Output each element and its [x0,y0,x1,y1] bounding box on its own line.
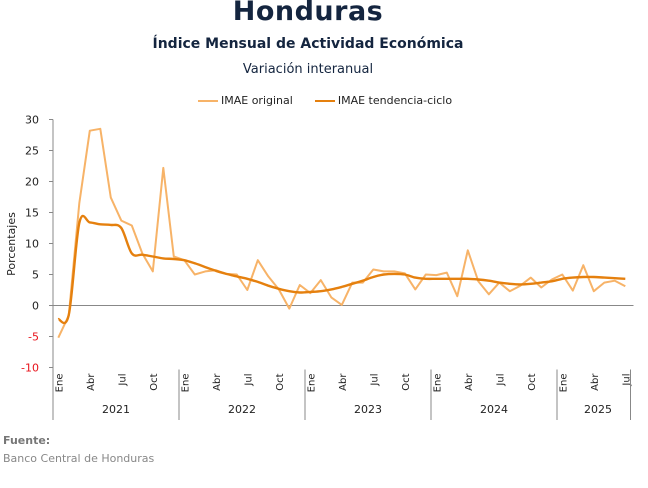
source-text: Banco Central de Honduras [3,452,155,465]
y-tick-label: 5 [32,269,39,282]
x-month-label: Ene [54,374,65,393]
series-line-tendencia-ciclo [57,214,626,325]
x-month-label: Oct [401,373,412,390]
x-month-label: Abr [590,373,601,391]
y-tick-label: 0 [32,300,39,313]
source-label: Fuente: [3,434,51,447]
legend-item-original: IMAE original [198,94,293,107]
x-month-label: Oct [527,373,538,390]
x-month-label: Abr [338,373,349,391]
line-chart: 30 25 20 15 10 5 0 -5 -10 Ene Abr Jul Oct 2021 Ene Abr… [5,114,634,420]
y-tick-label: 10 [25,238,39,251]
y-tick-label: 15 [25,207,39,220]
x-month-label: Oct [149,373,160,390]
x-month-label: Ene [558,374,569,393]
y-axis: 30 25 20 15 10 5 0 -5 -10 [21,114,54,375]
x-month-label: Jul [243,374,254,387]
x-month-label: Abr [86,373,97,391]
legend-swatch-trend [314,99,335,102]
chart-legend: IMAE original IMAE tendencia-ciclo [198,94,474,107]
x-month-label: Jul [621,374,632,387]
x-axis: Ene Abr Jul Oct 2021 Ene Abr Jul Oct 2022 Ene Abr Ju… [52,305,634,420]
x-month-label: Ene [180,374,191,393]
legend-label-trend: IMAE tendencia-ciclo [337,94,453,107]
y-tick-label: 30 [25,114,39,127]
page-title: Honduras [232,0,384,27]
x-month-label: Jul [117,374,128,387]
chart-subtitle-2: Variación interanual [242,62,374,77]
x-month-label: Abr [464,373,475,391]
y-tick-label: -5 [28,331,39,344]
y-tick-label: -10 [21,362,39,375]
x-month-label: Oct [275,373,286,390]
y-axis-label: Porcentajes [5,212,18,276]
x-month-label: Ene [432,374,443,393]
x-month-label: Abr [212,373,223,391]
legend-label-original: IMAE original [221,94,293,107]
legend-item-trend: IMAE tendencia-ciclo [314,94,453,107]
legend-swatch-original [198,99,218,102]
chart-series [57,127,626,339]
x-year-label: 2021 [102,403,130,416]
y-tick-label: 20 [25,176,39,189]
x-year-label: 2024 [480,403,508,416]
x-month-label: Jul [369,374,380,387]
y-tick-label: 25 [25,145,39,158]
x-year-label: 2023 [354,403,382,416]
x-year-label: 2025 [584,403,612,416]
series-line-original [57,127,626,339]
x-month-label: Ene [306,374,317,393]
chart-subtitle: Índice Mensual de Actividad Económica [152,36,464,52]
x-month-label: Jul [495,374,506,387]
x-year-label: 2022 [228,403,256,416]
